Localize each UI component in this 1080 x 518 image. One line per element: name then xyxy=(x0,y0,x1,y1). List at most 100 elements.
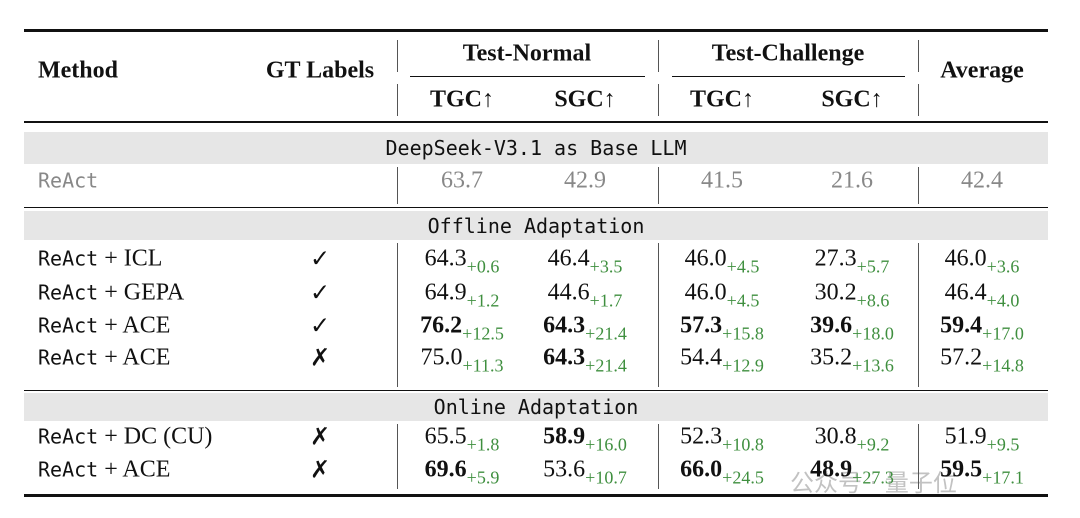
score: 52.3 xyxy=(680,423,723,450)
method-cell: ReAct + ACE xyxy=(38,313,170,340)
score-delta: +12.5 xyxy=(462,323,504,344)
header-subcolumn: SGC↑ xyxy=(821,86,883,113)
score: 27.3 xyxy=(814,245,857,272)
score: 59.5 xyxy=(940,456,983,483)
score-delta: +1.7 xyxy=(589,290,623,311)
score-delta: +4.0 xyxy=(986,290,1020,311)
score: 75.0 xyxy=(420,344,463,371)
score-cell: 64.9+1.2 xyxy=(424,279,500,311)
score-cell: 65.5+1.8 xyxy=(425,424,500,455)
score: 46.0 xyxy=(944,245,987,272)
v-line xyxy=(397,424,398,489)
score-cell: 64.3+21.4 xyxy=(543,313,627,344)
score-cell: 30.2+8.6 xyxy=(814,279,890,311)
score-delta: +14.8 xyxy=(982,355,1024,376)
score: 21.6 xyxy=(831,167,873,194)
score: 46.0 xyxy=(684,245,727,272)
score-delta: +0.6 xyxy=(466,256,500,277)
score-cell: 51.9+9.5 xyxy=(945,424,1020,455)
score-delta: +4.5 xyxy=(726,256,760,277)
v-line xyxy=(918,243,919,387)
score-delta: +10.8 xyxy=(722,434,764,455)
score-delta: +21.4 xyxy=(585,355,627,376)
score: 35.2 xyxy=(810,344,853,371)
score-cell: 27.3+5.7 xyxy=(814,245,890,277)
score-delta: +10.7 xyxy=(585,467,627,488)
score-cell: 76.2+12.5 xyxy=(420,312,504,344)
score: 57.3 xyxy=(680,312,723,339)
header-average: Average xyxy=(940,57,1024,84)
score-cell: 52.3+10.8 xyxy=(680,423,764,455)
header-subcolumn: SGC↑ xyxy=(554,86,616,113)
score-delta: +21.4 xyxy=(585,323,627,344)
score-cell: 66.0+24.5 xyxy=(680,456,764,488)
header-method: Method xyxy=(38,57,118,84)
score: 46.0 xyxy=(684,279,727,306)
method-suffix: + ACE xyxy=(104,456,171,483)
method-cell: ReAct xyxy=(38,168,98,195)
header-rule xyxy=(24,121,1048,123)
v-line xyxy=(658,167,659,204)
score: 46.4 xyxy=(547,245,590,272)
method-base: ReAct xyxy=(38,345,99,370)
method-cell: ReAct + ICL xyxy=(38,246,162,273)
score-cell: 69.6+5.9 xyxy=(424,456,500,488)
score-delta: +8.6 xyxy=(856,290,890,311)
header-subcolumn: TGC↑ xyxy=(689,86,755,113)
section-title: Offline Adaptation xyxy=(427,213,645,238)
watermark: 公众号 · 量子位 xyxy=(790,469,957,497)
score-cell: 42.4 xyxy=(961,168,1003,195)
score: 53.6 xyxy=(543,456,586,483)
score: 63.7 xyxy=(441,167,483,194)
gt-label: ✓ xyxy=(309,246,331,273)
score-delta: +1.8 xyxy=(466,434,500,455)
score-cell: 42.9 xyxy=(564,168,606,195)
score: 69.6 xyxy=(424,456,467,483)
score-cell: 63.7 xyxy=(441,168,483,195)
score-cell: 58.9+16.0 xyxy=(543,424,627,455)
score: 64.9 xyxy=(424,279,467,306)
score-cell: 53.6+10.7 xyxy=(543,456,627,488)
score: 66.0 xyxy=(680,456,723,483)
header-group: Test-Normal xyxy=(462,40,592,67)
method-suffix: + DC (CU) xyxy=(104,423,213,450)
score-cell: 59.4+17.0 xyxy=(940,312,1024,344)
score: 64.3 xyxy=(543,344,586,371)
v-line xyxy=(397,243,398,387)
section-rule xyxy=(24,207,1048,208)
v-line xyxy=(658,424,659,489)
gt-label: ✗ xyxy=(309,345,331,372)
score-delta: +12.9 xyxy=(722,355,764,376)
method-suffix: + GEPA xyxy=(104,279,185,306)
method-suffix: + ACE xyxy=(104,312,171,339)
section-title: Online Adaptation xyxy=(433,395,639,419)
score: 76.2 xyxy=(420,312,463,339)
header-group: Test-Challenge xyxy=(711,40,865,67)
section-band xyxy=(24,393,1048,421)
score-cell: 35.2+13.6 xyxy=(810,344,894,376)
score-cell: 46.4+4.0 xyxy=(944,279,1020,311)
score-cell: 64.3+21.4 xyxy=(543,344,627,376)
method-cell: ReAct + GEPA xyxy=(38,280,184,307)
score: 46.4 xyxy=(944,279,987,306)
method-cell: ReAct + ACE xyxy=(38,345,170,372)
score: 30.2 xyxy=(814,279,857,306)
score-delta: +9.5 xyxy=(986,434,1020,455)
score-cell: 46.0+4.5 xyxy=(684,279,760,311)
score-delta: +27.3 xyxy=(852,467,894,488)
score-delta: +9.2 xyxy=(856,434,890,455)
bottom-rule xyxy=(24,494,1048,497)
score-delta: +1.2 xyxy=(466,290,500,311)
score-cell: 57.3+15.8 xyxy=(680,312,764,344)
score: 59.4 xyxy=(940,312,983,339)
score-cell: 30.8+9.2 xyxy=(815,424,890,455)
gt-label: ✓ xyxy=(309,313,331,340)
header-subcolumn: TGC↑ xyxy=(429,86,495,113)
score: 39.6 xyxy=(810,312,853,339)
score-cell: 21.6 xyxy=(831,168,873,195)
score-cell: 46.0+4.5 xyxy=(684,245,760,277)
score-delta: +18.0 xyxy=(852,323,894,344)
score-delta: +17.0 xyxy=(982,323,1024,344)
method-base: ReAct xyxy=(38,424,99,449)
score: 42.4 xyxy=(961,167,1003,194)
